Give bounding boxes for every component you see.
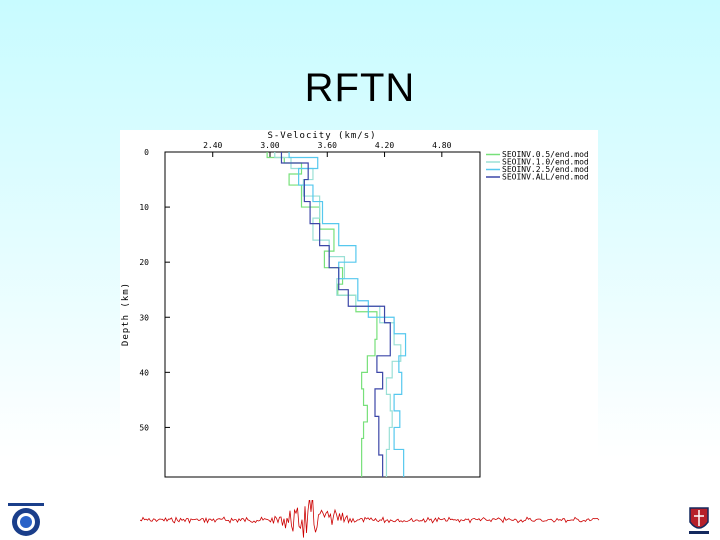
x-tick-label: 4.80 — [432, 141, 451, 150]
series-line-1 — [266, 152, 378, 477]
x-tick-label: 3.60 — [318, 141, 337, 150]
x-axis-title: S-Velocity (km/s) — [267, 131, 376, 141]
legend: SEOINV.0.5/end.modSEOINV.1.0/end.modSEOI… — [486, 150, 589, 182]
seismogram-trace — [140, 500, 600, 538]
series-line-3 — [288, 152, 407, 477]
velocity-depth-chart: S-Velocity (km/s) Depth (km) 2.40 3.00 3.6… — [120, 130, 598, 480]
y-tick-label: 50 — [139, 423, 149, 432]
x-tick-label: 4.20 — [375, 141, 394, 150]
seismogram-trace-icon — [140, 500, 600, 538]
university-logo-icon — [8, 503, 44, 536]
y-tick-label: 40 — [139, 368, 149, 377]
crest-logo-icon — [689, 507, 709, 534]
y-axis-title: Depth (km) — [121, 282, 131, 346]
legend-entry: SEOINV.ALL/end.mod — [502, 173, 589, 182]
x-tick-label: 3.00 — [260, 141, 279, 150]
series-line-2 — [274, 152, 402, 477]
x-ticks: 2.40 3.00 3.60 4.20 4.80 — [203, 141, 452, 157]
slide-title: RFTN — [304, 66, 416, 110]
series-lines — [266, 152, 407, 477]
y-tick-label: 10 — [139, 203, 149, 212]
legend-entry: SEOINV.0.5/end.mod — [502, 150, 589, 159]
legend-entry: SEOINV.2.5/end.mod — [502, 165, 589, 174]
legend-entry: SEOINV.1.0/end.mod — [502, 158, 589, 167]
y-tick-label: 30 — [139, 313, 149, 322]
x-tick-label: 2.40 — [203, 141, 222, 150]
series-line-4 — [280, 152, 391, 477]
chart-svg: S-Velocity (km/s) Depth (km) 2.40 3.00 3.6… — [121, 131, 589, 478]
y-tick-label: 20 — [139, 258, 149, 267]
y-tick-label: 0 — [144, 148, 149, 157]
y-ticks: 0 10 20 30 40 50 — [139, 148, 170, 432]
plot-frame — [164, 151, 481, 478]
